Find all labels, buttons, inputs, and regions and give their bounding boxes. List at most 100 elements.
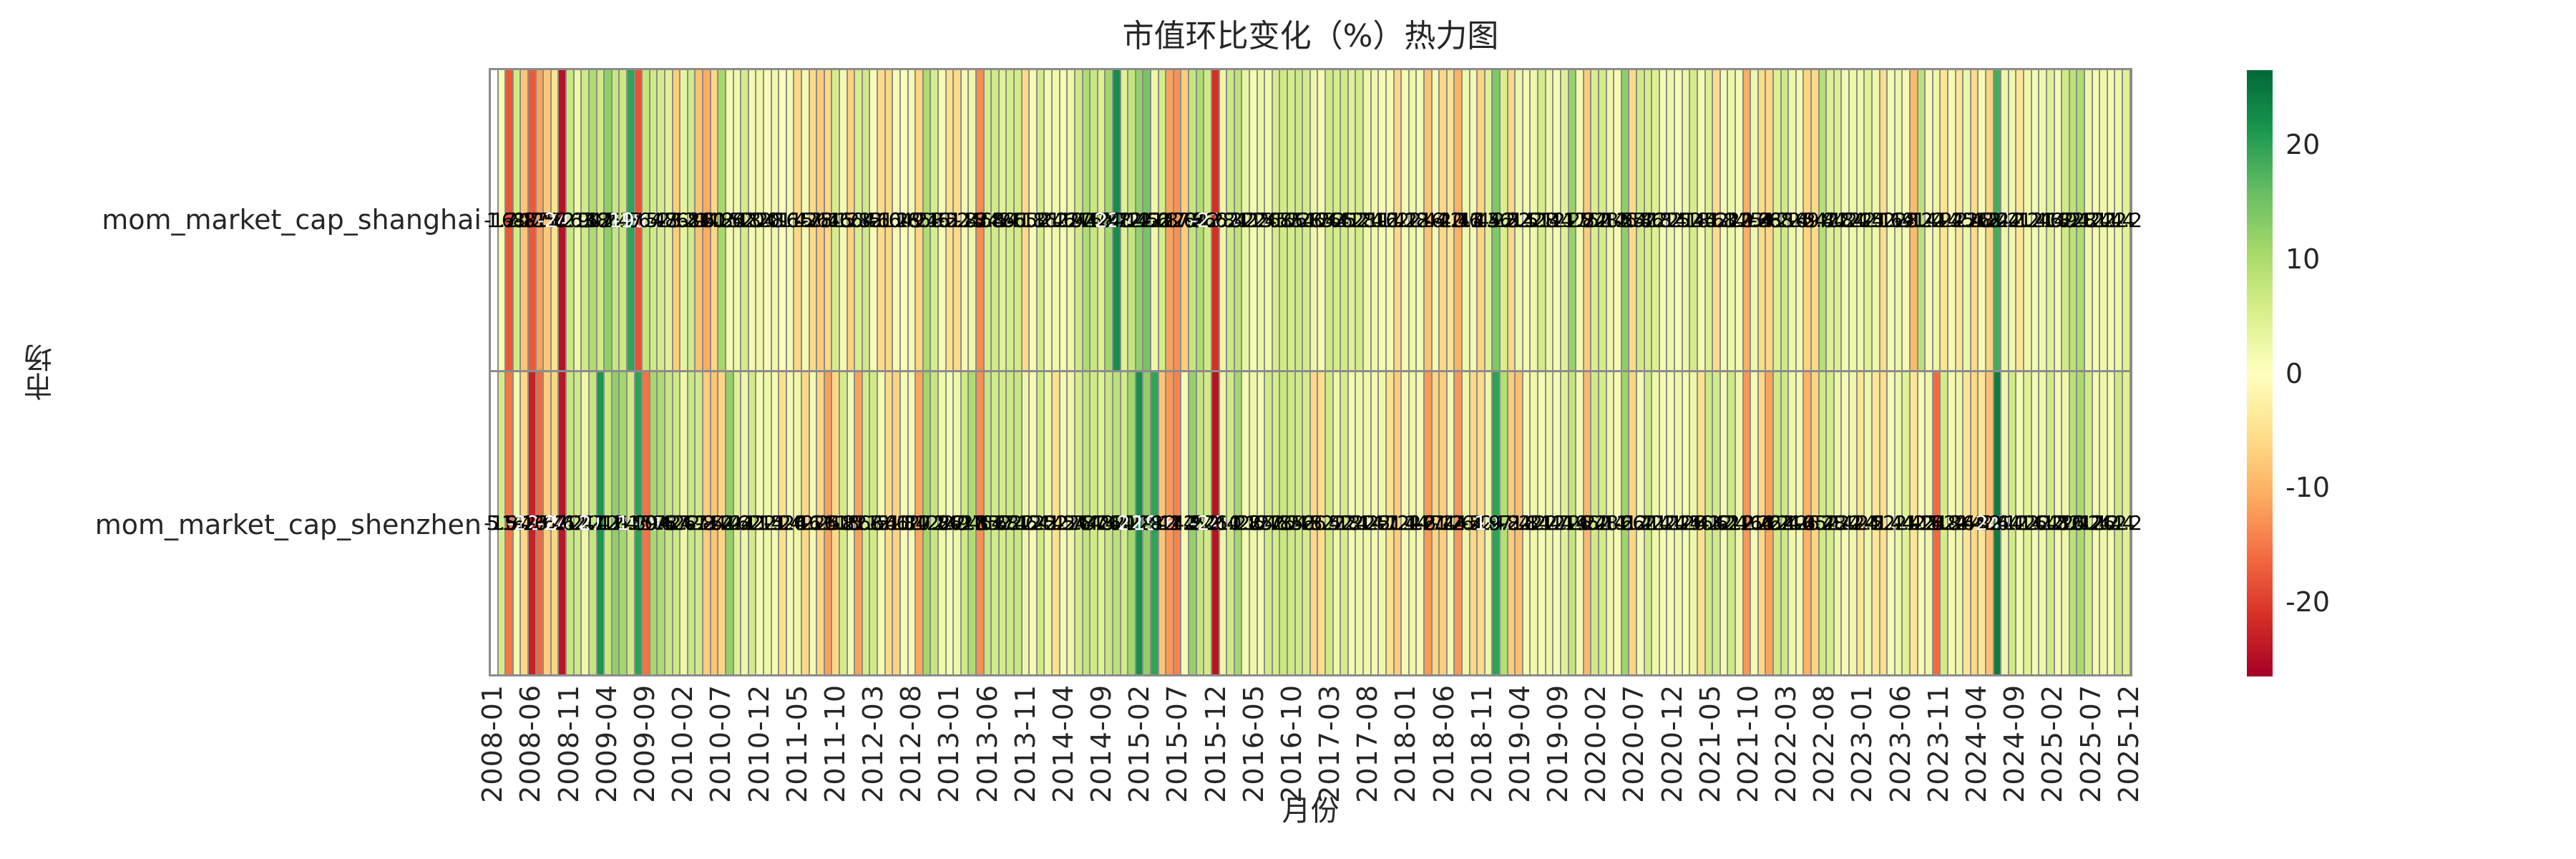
heatmap-cell xyxy=(1599,372,1607,674)
heatmap-cell xyxy=(1455,70,1463,370)
heatmap-cell xyxy=(1310,70,1319,370)
heatmap-cell xyxy=(1098,70,1106,370)
heatmap-cell xyxy=(931,372,939,674)
heatmap-cell xyxy=(1971,70,1979,370)
heatmap-cell xyxy=(1516,70,1523,370)
heatmap-cell xyxy=(658,70,666,370)
heatmap-cell xyxy=(1614,372,1622,674)
heatmap-cell xyxy=(703,372,711,674)
heatmap-cell xyxy=(1356,70,1365,370)
heatmap-cell xyxy=(1394,372,1402,674)
heatmap-cell xyxy=(1272,70,1281,370)
heatmap-cell xyxy=(1174,372,1182,674)
heatmap-cell xyxy=(1417,70,1425,370)
heatmap-cell xyxy=(1910,372,1918,674)
heatmap-cell xyxy=(605,372,613,674)
heatmap-cell xyxy=(1432,70,1440,370)
heatmap-cell xyxy=(969,70,977,370)
heatmap-cell xyxy=(1606,372,1615,674)
heatmap-cell xyxy=(1333,372,1342,674)
heatmap-cell xyxy=(506,70,514,370)
heatmap-cell xyxy=(1053,372,1060,674)
heatmap-cell xyxy=(977,70,985,370)
heatmap-cell xyxy=(1196,70,1205,370)
heatmap-cell xyxy=(1204,372,1212,674)
heatmap-cell xyxy=(824,70,833,370)
heatmap-cell xyxy=(893,372,901,674)
heatmap-cell xyxy=(1447,372,1455,674)
heatmap-cell xyxy=(1697,70,1706,370)
heatmap-cell xyxy=(1568,372,1577,674)
heatmap-cell xyxy=(1440,372,1448,674)
heatmap-cell xyxy=(1432,372,1440,674)
heatmap-cell xyxy=(961,372,970,674)
heatmap-cell xyxy=(1614,70,1622,370)
heatmap-cell xyxy=(817,70,825,370)
heatmap-cell xyxy=(908,70,917,370)
heatmap-cell xyxy=(1728,372,1736,674)
heatmap-cell xyxy=(2009,372,2017,674)
heatmap-cell xyxy=(1682,70,1691,370)
heatmap-cell xyxy=(1463,372,1470,674)
x-tick-label: 2017-03 xyxy=(1314,684,1346,803)
heatmap-cell xyxy=(650,70,658,370)
heatmap-cell xyxy=(643,372,650,674)
heatmap-cell xyxy=(999,70,1008,370)
heatmap-cell xyxy=(551,372,560,674)
heatmap-cell xyxy=(1872,70,1880,370)
heatmap-cell xyxy=(2092,70,2101,370)
heatmap-cell xyxy=(1310,372,1319,674)
heatmap-cell xyxy=(1796,372,1805,674)
heatmap-cell xyxy=(1470,70,1478,370)
heatmap-cell xyxy=(1257,70,1266,370)
heatmap-cell xyxy=(2039,372,2047,674)
heatmap-cell xyxy=(1227,372,1235,674)
heatmap-cell xyxy=(1948,372,1956,674)
x-tick-label: 2018-06 xyxy=(1428,684,1460,803)
x-tick-label: 2009-04 xyxy=(590,684,623,803)
heatmap-cell xyxy=(718,70,726,370)
heatmap-cell xyxy=(491,70,499,370)
heatmap-cell xyxy=(1386,70,1395,370)
heatmap-cell xyxy=(1591,372,1599,674)
heatmap-cell xyxy=(711,70,719,370)
heatmap-cell xyxy=(1265,70,1273,370)
heatmap-cell xyxy=(2123,70,2131,370)
heatmap-cell xyxy=(521,70,530,370)
heatmap-cell xyxy=(1158,372,1167,674)
heatmap-cell xyxy=(794,70,802,370)
heatmap-cell xyxy=(1697,372,1706,674)
heatmap-cell xyxy=(786,70,795,370)
heatmap-cell xyxy=(1037,70,1045,370)
heatmap-cell xyxy=(2062,70,2070,370)
heatmap-cell xyxy=(2107,372,2116,674)
heatmap-cell xyxy=(946,70,955,370)
heatmap-cell xyxy=(1933,372,1941,674)
x-tick-label: 2008-11 xyxy=(552,684,585,803)
heatmap-cell xyxy=(786,372,795,674)
heatmap-cell xyxy=(1933,70,1941,370)
heatmap-cell xyxy=(1637,372,1645,674)
heatmap-cell xyxy=(741,372,749,674)
heatmap-cell xyxy=(832,70,841,370)
x-tick-label: 2010-12 xyxy=(743,684,775,803)
x-tick-label: 2020-02 xyxy=(1580,684,1612,803)
heatmap-cell xyxy=(680,70,688,370)
heatmap-cell xyxy=(1720,70,1729,370)
heatmap-cell xyxy=(969,372,977,674)
heatmap-cell xyxy=(1834,70,1843,370)
heatmap-cell xyxy=(1318,70,1327,370)
heatmap-cell xyxy=(1910,70,1918,370)
heatmap-cell xyxy=(1106,372,1113,674)
heatmap-cell xyxy=(1644,70,1653,370)
heatmap-cell xyxy=(1030,70,1038,370)
x-tick-label: 2008-01 xyxy=(477,684,509,803)
heatmap-cell xyxy=(847,372,856,674)
heatmap-cell xyxy=(741,70,749,370)
heatmap-cell xyxy=(1591,70,1599,370)
heatmap-cell xyxy=(643,70,650,370)
heatmap-cell xyxy=(1895,372,1903,674)
heatmap-cell xyxy=(946,372,955,674)
x-tick-label: 2008-06 xyxy=(514,684,547,803)
heatmap-cell xyxy=(878,372,886,674)
